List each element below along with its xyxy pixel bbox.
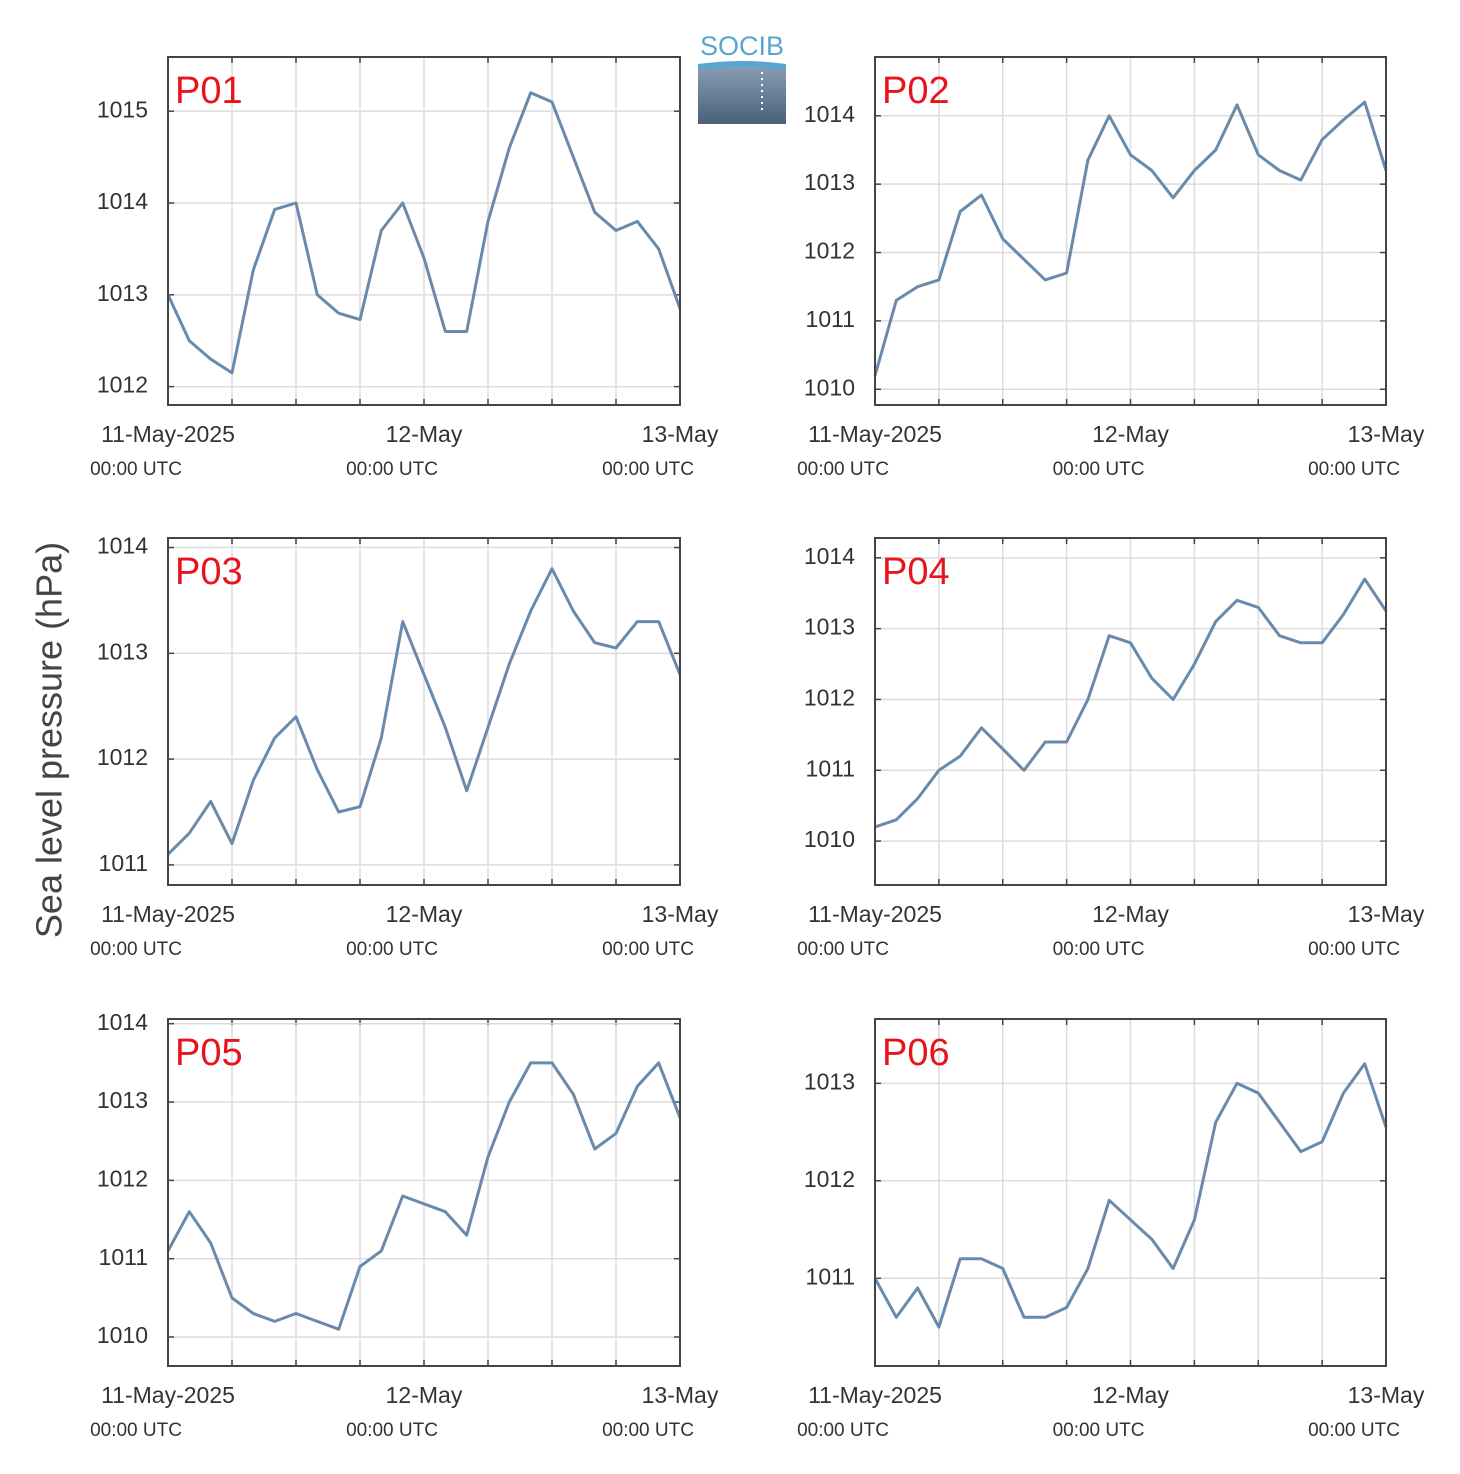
y-tick-label: 1012 [97,744,148,770]
x-tick-label: 13-May [1348,901,1425,927]
plot-frame [874,537,1387,886]
plot-frame [874,1018,1387,1367]
y-tick-label: 1014 [804,101,855,127]
x-tick-sublabel: 00:00 UTC [797,1420,889,1441]
x-tick-sublabel: 00:00 UTC [346,939,438,960]
data-line [166,567,682,856]
x-tick-sublabel: 00:00 UTC [1053,939,1145,960]
x-tick-sublabel: 00:00 UTC [1308,459,1400,480]
y-tick-label: 1013 [804,1068,855,1094]
logo-wave [698,61,786,70]
y-tick-label: 1010 [804,374,855,400]
x-tick-label: 13-May [642,1382,719,1408]
logo-shape [698,64,786,124]
x-tick-sublabel: 00:00 UTC [346,459,438,480]
panel-label: P04 [882,551,950,593]
x-tick-label: 12-May [386,1382,463,1408]
x-tick-label: 11-May-2025 [101,1382,235,1408]
y-tick-label: 1012 [804,685,855,711]
x-tick-label: 11-May-2025 [808,421,942,447]
x-tick-label: 12-May [386,901,463,927]
x-tick-label: 11-May-2025 [101,901,235,927]
x-tick-sublabel: 00:00 UTC [90,1420,182,1441]
plot-frame [167,56,681,406]
y-tick-label: 1011 [806,1263,855,1289]
y-tick-label: 1013 [804,169,855,195]
x-tick-label: 11-May-2025 [808,1382,942,1408]
x-tick-sublabel: 00:00 UTC [797,459,889,480]
x-tick-sublabel: 00:00 UTC [1308,939,1400,960]
x-tick-label: 12-May [1092,901,1169,927]
panel-label: P06 [882,1032,950,1074]
plot-frame [874,56,1387,406]
x-tick-label: 12-May [386,421,463,447]
logo: SOCIB [698,31,786,124]
x-tick-sublabel: 00:00 UTC [602,939,694,960]
y-tick-label: 1013 [97,280,148,306]
x-tick-label: 11-May-2025 [101,421,235,447]
data-line [873,100,1388,377]
data-line [166,1061,682,1331]
y-tick-label: 1012 [804,238,855,264]
panel-label: P02 [882,70,950,112]
y-tick-label: 1010 [804,826,855,852]
x-tick-sublabel: 00:00 UTC [90,459,182,480]
y-axis-label: Sea level pressure (hPa) [29,542,70,938]
logo-text: SOCIB [700,31,784,61]
x-tick-label: 11-May-2025 [808,901,942,927]
y-tick-label: 1012 [804,1166,855,1192]
x-tick-label: 12-May [1092,421,1169,447]
panel-label: P03 [175,551,243,593]
y-tick-label: 1014 [97,188,148,214]
x-tick-label: 12-May [1092,1382,1169,1408]
y-tick-label: 1013 [97,638,148,664]
panel-label: P01 [175,70,243,112]
y-tick-label: 1014 [804,543,855,569]
plot-frame [167,537,681,886]
y-tick-label: 1013 [804,614,855,640]
x-tick-sublabel: 00:00 UTC [602,1420,694,1441]
x-tick-sublabel: 00:00 UTC [797,939,889,960]
data-line [166,91,682,375]
y-tick-label: 1014 [97,1009,148,1035]
x-tick-label: 13-May [1348,421,1425,447]
data-line [874,577,1388,829]
y-tick-label: 1013 [97,1087,148,1113]
y-tick-label: 1011 [806,306,855,332]
data-line [873,1062,1388,1329]
y-tick-label: 1015 [97,96,148,122]
y-tick-label: 1011 [806,755,855,781]
y-tick-label: 1012 [97,372,148,398]
plot-frame [167,1018,681,1367]
x-tick-sublabel: 00:00 UTC [1308,1420,1400,1441]
x-tick-sublabel: 00:00 UTC [1053,459,1145,480]
y-tick-label: 1014 [97,533,148,559]
x-tick-label: 13-May [1348,1382,1425,1408]
x-tick-sublabel: 00:00 UTC [346,1420,438,1441]
panel-label: P05 [175,1032,243,1074]
x-tick-label: 13-May [642,421,719,447]
y-tick-label: 1011 [99,1244,148,1270]
x-tick-label: 13-May [642,901,719,927]
x-tick-sublabel: 00:00 UTC [1053,1420,1145,1441]
y-tick-label: 1010 [97,1322,148,1348]
x-tick-sublabel: 00:00 UTC [602,459,694,480]
y-tick-label: 1011 [99,850,148,876]
x-tick-sublabel: 00:00 UTC [90,939,182,960]
y-tick-label: 1012 [97,1165,148,1191]
